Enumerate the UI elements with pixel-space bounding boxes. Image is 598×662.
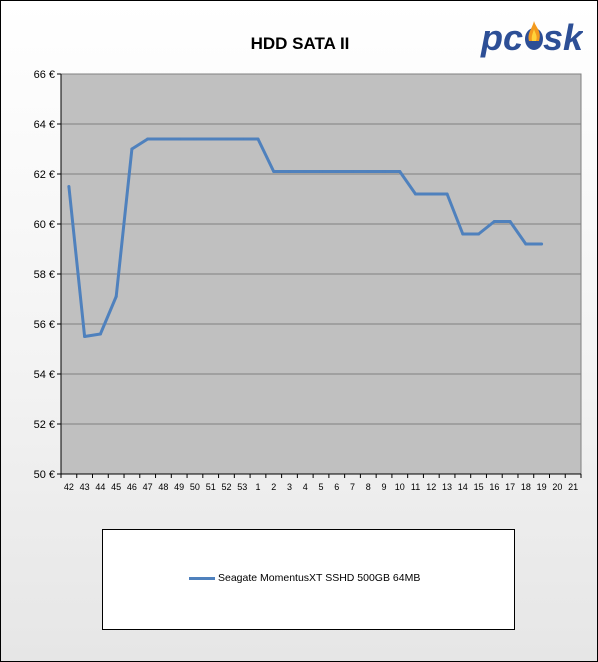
data-point (382, 170, 386, 173)
x-tick-label: 51 (206, 482, 216, 492)
data-point (398, 170, 402, 173)
data-point (130, 147, 134, 151)
x-tick-label: 9 (382, 482, 387, 492)
x-tick-label: 13 (442, 482, 452, 492)
data-point (477, 232, 481, 236)
x-tick-label: 10 (395, 482, 405, 492)
x-tick-label: 12 (426, 482, 436, 492)
data-point (445, 192, 449, 196)
data-point (492, 220, 496, 223)
data-point (114, 295, 118, 298)
x-tick-label: 11 (411, 482, 420, 492)
data-point (83, 335, 87, 338)
data-point (366, 170, 370, 173)
data-point (287, 170, 291, 173)
x-tick-label: 16 (489, 482, 499, 492)
data-point (414, 192, 418, 196)
y-tick-label: 52 € (34, 419, 55, 431)
data-point (98, 332, 102, 336)
data-point (161, 137, 165, 141)
x-tick-label: 4 (303, 482, 308, 492)
data-point (67, 185, 71, 188)
chart-title: HDD SATA II (250, 34, 350, 53)
x-tick-label: 48 (158, 482, 168, 492)
svg-text:sk: sk (543, 17, 583, 58)
x-tick-label: 2 (271, 482, 276, 492)
data-point (209, 137, 213, 141)
data-point (335, 170, 339, 173)
data-point (319, 170, 323, 173)
x-tick-label: 46 (127, 482, 137, 492)
grid-lines (61, 123, 581, 425)
x-tick-label: 1 (255, 482, 260, 492)
data-point (351, 170, 355, 173)
legend-entry: Seagate MomentusXT SSHD 500GB 64MB (189, 572, 420, 584)
y-tick-label: 58 € (34, 269, 55, 281)
x-tick-label: 43 (80, 482, 90, 492)
x-tick-label: 17 (505, 482, 515, 492)
x-tick-label: 20 (552, 482, 562, 492)
x-tick-label: 53 (237, 482, 247, 492)
y-tick-label: 64 € (34, 119, 55, 131)
data-point (256, 137, 260, 141)
pcosk-logo: pc sk (480, 17, 583, 58)
y-tick-label: 66 € (34, 69, 55, 81)
series-layer (67, 137, 544, 338)
x-tick-label: 42 (64, 482, 74, 492)
x-tick-label: 6 (334, 482, 339, 492)
legend-label: Seagate MomentusXT SSHD 500GB 64MB (218, 572, 421, 584)
data-point (429, 192, 433, 196)
x-tick-label: 49 (174, 482, 184, 492)
x-tick-label: 18 (521, 482, 531, 492)
data-point (461, 232, 465, 236)
x-tick-label: 8 (366, 482, 371, 492)
legend: Seagate MomentusXT SSHD 500GB 64MB (102, 529, 515, 630)
x-tick-label: 7 (350, 482, 355, 492)
data-point (540, 242, 544, 246)
data-point (303, 170, 307, 173)
legend-swatch (189, 576, 215, 580)
x-axis: 42 43 44 45 46 47 48 49 50 51 52 53 1 2 3 4 5 6 7 8 9 10 11 12 1… (60, 473, 582, 492)
x-tick-label: 52 (221, 482, 231, 492)
x-tick-label: 3 (287, 482, 292, 492)
data-point (193, 137, 197, 141)
data-point (524, 242, 528, 246)
data-point (146, 137, 150, 141)
y-axis: 50 € 52 € 54 € 56 € 58 € 60 € 62 € 64 € 66 € (34, 69, 62, 481)
y-tick-label: 56 € (34, 319, 55, 331)
y-tick-label: 54 € (34, 369, 55, 381)
svg-text:pc: pc (480, 17, 523, 58)
x-tick-label: 45 (111, 482, 121, 492)
x-tick-label: 47 (143, 482, 153, 492)
y-tick-label: 50 € (34, 469, 55, 481)
data-point (224, 137, 228, 141)
x-tick-label: 21 (568, 482, 578, 492)
x-tick-label: 19 (537, 482, 547, 492)
x-tick-label: 14 (458, 482, 468, 492)
x-tick-label: 15 (474, 482, 484, 492)
y-tick-label: 62 € (34, 169, 55, 181)
data-point (177, 137, 181, 141)
data-point (508, 220, 512, 223)
x-tick-label: 44 (95, 482, 105, 492)
y-tick-label: 60 € (34, 219, 55, 231)
data-point (240, 137, 244, 141)
line-chart: 50 €52 €54 €56 €58 €60 €62 €64 €66 € 42 4… (34, 69, 582, 492)
data-point (272, 170, 276, 173)
x-tick-label: 50 (190, 482, 200, 492)
x-tick-label: 5 (318, 482, 323, 492)
